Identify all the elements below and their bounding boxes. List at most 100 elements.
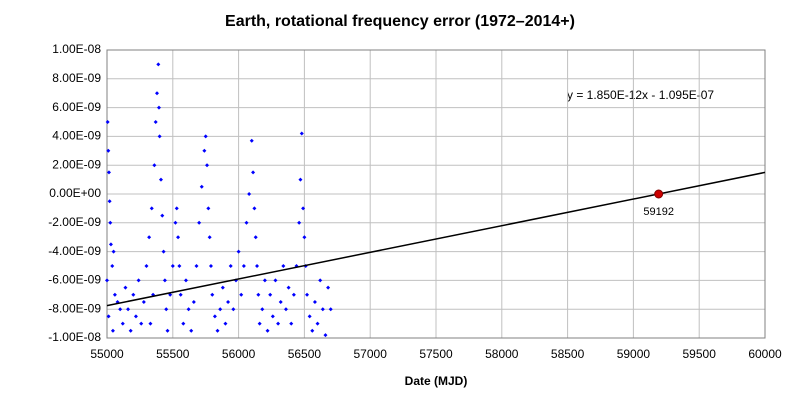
data-point — [270, 314, 275, 319]
y-tick-label: -4.00E-09 — [48, 244, 101, 258]
data-point — [120, 321, 125, 326]
data-point — [297, 220, 302, 225]
data-point — [236, 249, 241, 254]
data-point — [160, 213, 165, 218]
data-point — [189, 328, 194, 333]
data-point — [178, 292, 183, 297]
data-point — [168, 292, 173, 297]
data-point — [133, 314, 138, 319]
highlight-point — [654, 189, 664, 199]
data-point — [157, 134, 162, 139]
x-tick-label: 55500 — [156, 347, 190, 361]
data-point — [326, 285, 331, 290]
data-point — [223, 321, 228, 326]
data-point — [141, 300, 146, 304]
data-point — [148, 321, 153, 326]
data-point — [265, 328, 270, 333]
data-point — [177, 264, 182, 268]
data-point — [162, 278, 167, 283]
data-point — [251, 170, 256, 175]
y-tick-label: 0.00E+00 — [49, 186, 101, 200]
data-point — [226, 300, 231, 304]
x-tick-label: 57500 — [419, 347, 453, 361]
data-point — [170, 264, 175, 268]
data-point — [106, 170, 111, 175]
data-point — [105, 278, 109, 283]
y-tick-label: -8.00E-09 — [48, 301, 101, 315]
data-point — [174, 206, 179, 211]
data-point — [278, 300, 283, 304]
data-point — [152, 163, 157, 168]
data-point — [323, 333, 328, 338]
data-point — [153, 120, 158, 124]
data-point — [315, 321, 320, 326]
y-tick-label: 1.00E-08 — [52, 42, 101, 56]
data-point — [318, 278, 323, 283]
data-point — [136, 278, 141, 283]
data-point — [208, 264, 213, 268]
data-point — [312, 300, 317, 304]
data-point — [247, 192, 252, 196]
data-point — [173, 220, 178, 225]
data-point — [176, 235, 181, 240]
data-point — [310, 328, 315, 333]
data-point — [276, 321, 281, 326]
data-point — [131, 292, 136, 297]
x-tick-label: 59000 — [617, 347, 651, 361]
data-point — [320, 307, 325, 312]
data-point — [202, 148, 207, 153]
data-point — [191, 300, 196, 304]
data-point — [283, 307, 288, 312]
data-point — [111, 249, 116, 254]
x-tick-label: 59500 — [683, 347, 717, 361]
plot-border — [106, 49, 766, 339]
x-tick-label: 55000 — [90, 347, 124, 361]
chart-title: Earth, rotational frequency error (1972–… — [225, 13, 575, 30]
data-point — [112, 292, 117, 297]
data-point — [110, 264, 115, 268]
data-point — [249, 138, 254, 143]
y-tick-label: -2.00E-09 — [48, 215, 101, 229]
x-tick-label: 57000 — [354, 347, 388, 361]
trend-equation: y = 1.850E-12x - 1.095E-07 — [567, 88, 714, 102]
data-point — [299, 131, 304, 136]
data-point — [155, 91, 160, 96]
data-point — [147, 235, 152, 240]
data-point — [228, 264, 233, 268]
data-point — [244, 220, 249, 225]
x-axis-label: Date (MJD) — [405, 374, 468, 388]
data-point — [286, 285, 291, 290]
data-point — [268, 292, 273, 297]
data-point — [291, 292, 296, 297]
data-point — [181, 321, 186, 326]
data-point — [149, 206, 154, 211]
y-tick-label: -1.00E-08 — [48, 330, 101, 344]
data-point — [231, 307, 236, 312]
x-tick-label: 58000 — [485, 347, 519, 361]
data-point — [302, 235, 307, 240]
data-point — [207, 235, 212, 240]
y-tick-label: 6.00E-09 — [52, 100, 101, 114]
data-point — [252, 206, 257, 211]
data-point — [307, 314, 312, 319]
x-tick-label: 56000 — [222, 347, 256, 361]
y-tick-label: -6.00E-09 — [48, 273, 101, 287]
data-point — [106, 314, 111, 319]
data-point — [218, 307, 223, 312]
data-point — [197, 220, 202, 225]
data-point — [273, 278, 278, 283]
data-point — [220, 285, 225, 290]
y-tick-label: 8.00E-09 — [52, 71, 101, 85]
data-point — [305, 292, 310, 297]
data-point — [281, 264, 286, 268]
data-point — [239, 292, 244, 297]
data-point — [108, 220, 113, 225]
data-point — [210, 292, 215, 297]
data-point — [106, 148, 111, 153]
data-point — [165, 328, 170, 333]
data-point — [107, 199, 112, 204]
data-point — [183, 278, 188, 283]
data-point — [194, 264, 199, 268]
highlight-label: 59192 — [643, 206, 674, 218]
